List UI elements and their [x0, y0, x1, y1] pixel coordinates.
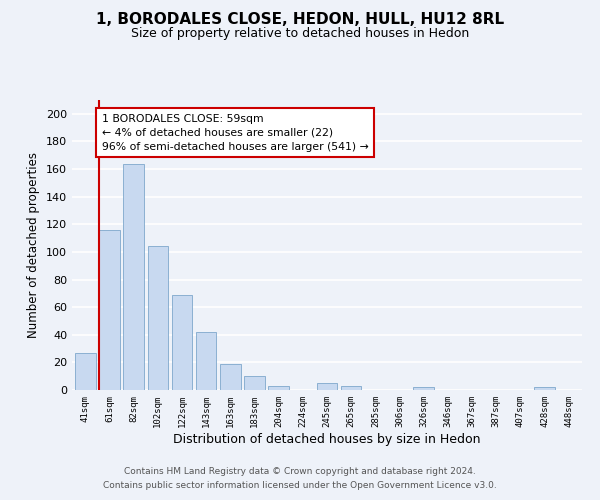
Bar	[172, 294, 192, 390]
Text: Size of property relative to detached houses in Hedon: Size of property relative to detached ho…	[131, 28, 469, 40]
Bar	[317, 383, 337, 390]
Bar	[75, 352, 95, 390]
Text: 1 BORODALES CLOSE: 59sqm
← 4% of detached houses are smaller (22)
96% of semi-de: 1 BORODALES CLOSE: 59sqm ← 4% of detache…	[101, 114, 368, 152]
Bar	[341, 386, 361, 390]
Bar	[196, 332, 217, 390]
X-axis label: Distribution of detached houses by size in Hedon: Distribution of detached houses by size …	[173, 432, 481, 446]
Text: 1, BORODALES CLOSE, HEDON, HULL, HU12 8RL: 1, BORODALES CLOSE, HEDON, HULL, HU12 8R…	[96, 12, 504, 28]
Bar	[148, 246, 168, 390]
Bar	[534, 387, 555, 390]
Text: Contains HM Land Registry data © Crown copyright and database right 2024.: Contains HM Land Registry data © Crown c…	[124, 467, 476, 476]
Bar	[413, 387, 434, 390]
Bar	[244, 376, 265, 390]
Text: Contains public sector information licensed under the Open Government Licence v3: Contains public sector information licen…	[103, 481, 497, 490]
Bar	[220, 364, 241, 390]
Bar	[268, 386, 289, 390]
Y-axis label: Number of detached properties: Number of detached properties	[28, 152, 40, 338]
Bar	[99, 230, 120, 390]
Bar	[124, 164, 144, 390]
